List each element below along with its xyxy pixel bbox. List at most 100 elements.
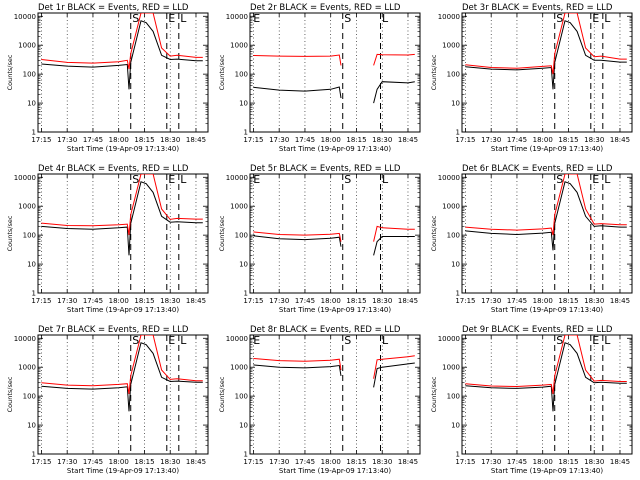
y-tick-label: 100: [235, 71, 248, 79]
y-tick-label: 10: [239, 100, 248, 108]
x-tick-label: 18:15: [134, 136, 154, 144]
y-tick-label: 100: [235, 232, 248, 240]
y-tick-label: 100: [235, 393, 248, 401]
panel-det-9: Det 9r BLACK = Events, RED = LLD 17:15 17:…: [430, 325, 633, 475]
x-tick-label: 17:30: [57, 136, 77, 144]
marker-label-L: L: [180, 334, 187, 347]
series-events: [465, 181, 627, 251]
y-tick-label: 100: [23, 232, 36, 240]
marker-label-S: S: [132, 334, 139, 347]
y-axis-label: Counts/sec: [6, 376, 14, 412]
x-tick-label: 18:15: [346, 136, 366, 144]
x-tick-label: 18:00: [533, 297, 553, 305]
x-tick-label: 18:45: [186, 136, 206, 144]
panel-det-4: Det 4r BLACK = Events, RED = LLD 17:15 17:…: [6, 164, 209, 314]
x-tick-label: 18:15: [558, 458, 578, 466]
x-tick-label: 18:45: [610, 297, 630, 305]
x-tick-label: 17:15: [455, 136, 475, 144]
y-tick-label: 1: [456, 451, 460, 459]
x-tick-label: 17:45: [507, 458, 527, 466]
y-tick-label: 100: [447, 232, 460, 240]
y-tick-label: 1000: [18, 364, 36, 372]
plot-frame: [37, 173, 209, 294]
y-tick-label: 1: [32, 290, 36, 298]
y-tick-label: 1000: [230, 203, 248, 211]
marker-label-S: S: [556, 173, 563, 186]
x-tick-label: 18:30: [372, 297, 392, 305]
series-events: [253, 235, 415, 256]
x-tick-label: 17:30: [481, 136, 501, 144]
x-tick-label: 18:45: [610, 458, 630, 466]
y-axis-label: Counts/sec: [218, 215, 226, 251]
panel-title: Det 3r BLACK = Events, RED = LLD: [462, 3, 613, 13]
marker-label-E: E: [168, 173, 175, 186]
y-tick-label: 1000: [18, 42, 36, 50]
series-events: [253, 362, 415, 388]
y-axis-label: Counts/sec: [6, 215, 14, 251]
x-tick-label: 18:00: [109, 136, 129, 144]
marker-label-L: L: [382, 173, 389, 186]
x-tick-label: 18:15: [346, 458, 366, 466]
x-axis-label: Start Time (19-Apr-09 17:13:40): [279, 145, 391, 153]
marker-label-L: L: [382, 12, 389, 25]
y-tick-label: 10: [239, 422, 248, 430]
x-tick-label: 18:00: [533, 458, 553, 466]
series-events: [465, 342, 627, 412]
marker-label-S: S: [344, 173, 351, 186]
x-tick-label: 18:30: [160, 136, 180, 144]
panel-title: Det 5r BLACK = Events, RED = LLD: [250, 164, 401, 174]
x-tick-label: 17:30: [269, 297, 289, 305]
y-tick-label: 1: [32, 451, 36, 459]
x-tick-label: 17:15: [455, 458, 475, 466]
x-tick-label: 18:15: [558, 136, 578, 144]
series-events: [253, 81, 415, 104]
x-tick-label: 18:45: [186, 458, 206, 466]
x-axis-label: Start Time (19-Apr-09 17:13:40): [67, 467, 179, 475]
panel-title: Det 9r BLACK = Events, RED = LLD: [462, 325, 613, 335]
y-tick-label: 10000: [226, 335, 248, 343]
series-lld: [253, 355, 415, 379]
x-tick-label: 18:30: [160, 458, 180, 466]
series-lld: [465, 335, 627, 394]
x-tick-label: 18:15: [134, 458, 154, 466]
series-events: [465, 20, 627, 90]
y-tick-label: 10000: [14, 174, 36, 182]
y-tick-label: 1000: [230, 42, 248, 50]
x-tick-label: 17:45: [295, 458, 315, 466]
x-tick-label: 18:15: [134, 297, 154, 305]
marker-label-L: L: [604, 173, 611, 186]
x-tick-label: 17:45: [295, 297, 315, 305]
x-axis-label: Start Time (19-Apr-09 17:13:40): [491, 306, 603, 314]
y-tick-label: 1000: [442, 42, 460, 50]
x-tick-label: 18:00: [109, 297, 129, 305]
series-lld: [465, 13, 627, 75]
x-tick-label: 17:15: [243, 136, 263, 144]
plot-frame: [37, 334, 209, 455]
x-tick-label: 17:15: [243, 297, 263, 305]
plot-frame: [249, 334, 421, 455]
marker-label-L: L: [604, 12, 611, 25]
y-tick-label: 1: [456, 290, 460, 298]
y-axis-label: Counts/sec: [218, 376, 226, 412]
x-tick-label: 18:30: [372, 136, 392, 144]
marker-label-L: L: [180, 12, 187, 25]
panel-det-1: Det 1r BLACK = Events, RED = LLD 17:15 17:…: [6, 3, 209, 153]
y-axis-label: Counts/sec: [6, 54, 14, 90]
panel-det-3: Det 3r BLACK = Events, RED = LLD 17:15 17:…: [430, 3, 633, 153]
x-tick-label: 17:45: [295, 136, 315, 144]
series-lld: [253, 225, 415, 242]
y-tick-label: 1: [32, 129, 36, 137]
x-tick-label: 17:30: [481, 458, 501, 466]
y-tick-label: 10000: [438, 335, 460, 343]
series-events: [41, 181, 203, 256]
marker-label-E: E: [168, 12, 175, 25]
series-lld: [41, 174, 203, 236]
x-tick-label: 18:15: [558, 297, 578, 305]
x-tick-label: 17:45: [83, 297, 103, 305]
series-events: [41, 342, 203, 412]
x-tick-label: 18:00: [533, 136, 553, 144]
series-lld: [41, 335, 203, 394]
x-tick-label: 18:00: [321, 458, 341, 466]
plot-frame: [461, 334, 633, 455]
plot-frame: [37, 12, 209, 133]
